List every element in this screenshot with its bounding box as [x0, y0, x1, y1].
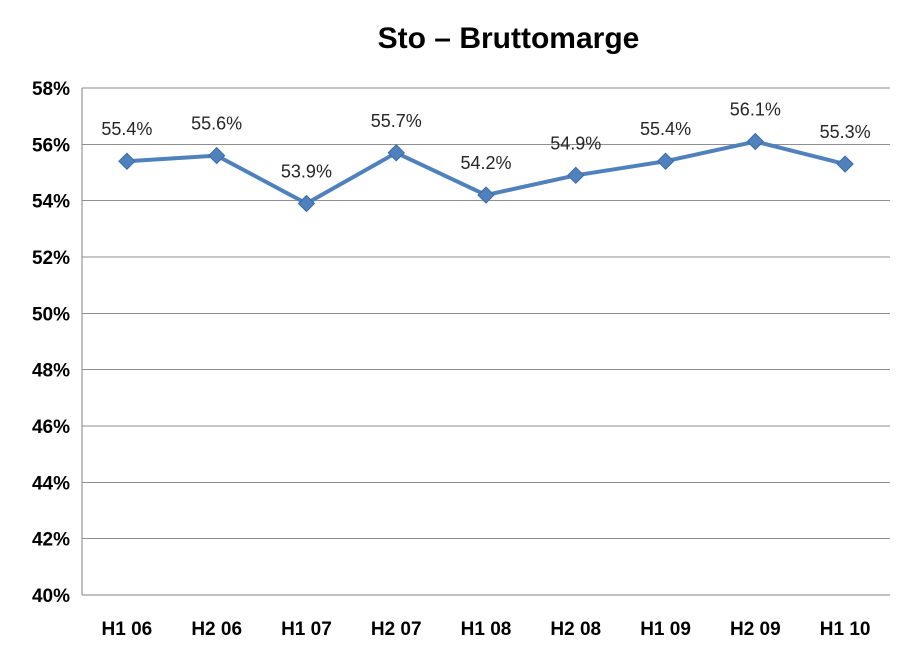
data-point-marker[interactable]: [297, 194, 316, 213]
x-axis-tick-label: H1 07: [281, 619, 332, 640]
data-point-label: 55.3%: [820, 122, 871, 142]
x-axis-tick-label: H2 08: [550, 619, 601, 640]
y-axis-tick-label: 56%: [32, 135, 70, 156]
data-point-marker[interactable]: [567, 166, 585, 185]
y-axis-tick-label: 54%: [32, 192, 70, 213]
data-point-label: 54.2%: [460, 153, 511, 173]
data-point-marker[interactable]: [836, 155, 854, 173]
data-point-marker[interactable]: [118, 152, 136, 170]
y-axis-tick-label: 42%: [32, 530, 70, 551]
data-point-label: 55.7%: [371, 111, 422, 131]
x-axis-tick-label: H2 09: [730, 619, 781, 640]
x-axis-tick-label: H1 10: [820, 619, 871, 640]
x-axis-tick-label: H1 08: [461, 619, 512, 640]
data-point-label: 56.1%: [730, 100, 781, 120]
data-point-marker[interactable]: [387, 144, 405, 162]
x-axis-tick-label: H1 06: [102, 619, 153, 640]
data-point-label: 55.4%: [640, 119, 691, 139]
y-axis-tick-label: 40%: [32, 586, 70, 607]
y-axis-tick-label: 58%: [32, 79, 70, 100]
data-point-marker[interactable]: [746, 132, 765, 151]
x-axis-tick-label: H1 09: [640, 619, 691, 640]
data-point-label: 53.9%: [281, 161, 332, 181]
y-axis-tick-label: 44%: [32, 473, 70, 494]
data-point-label: 54.9%: [550, 133, 601, 153]
y-axis-tick-label: 52%: [32, 248, 70, 269]
y-axis-tick-label: 48%: [32, 361, 70, 382]
x-axis-tick-label: H2 07: [371, 619, 422, 640]
data-point-label: 55.6%: [191, 114, 242, 134]
data-point-label: 55.4%: [101, 119, 152, 139]
data-point-marker[interactable]: [656, 152, 675, 170]
y-axis-tick-label: 50%: [32, 304, 70, 325]
x-axis-tick-label: H2 06: [191, 619, 242, 640]
chart-title: Sto – Bruttomarge: [377, 22, 640, 55]
data-point-marker[interactable]: [477, 186, 495, 204]
data-point-marker[interactable]: [207, 146, 226, 165]
y-axis-tick-label: 46%: [32, 417, 70, 438]
